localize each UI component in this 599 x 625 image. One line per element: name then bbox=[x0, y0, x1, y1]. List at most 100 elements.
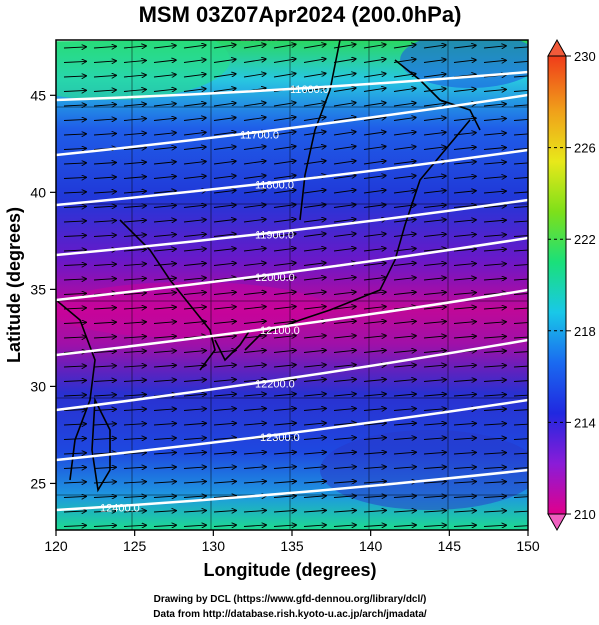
wind-arrow bbox=[423, 176, 446, 179]
colorbar-tick-label: 210 bbox=[574, 507, 596, 522]
y-tick-label: 45 bbox=[30, 87, 46, 103]
wind-arrow bbox=[153, 118, 176, 120]
wind-arrow bbox=[63, 105, 86, 106]
wind-arrow bbox=[303, 510, 326, 512]
colorbar-tick-label: 218 bbox=[574, 324, 596, 339]
wind-arrow bbox=[393, 234, 416, 237]
wind-arrow bbox=[453, 307, 476, 309]
wind-arrow bbox=[243, 205, 266, 208]
wind-arrow bbox=[183, 205, 206, 207]
wind-arrow bbox=[363, 408, 386, 410]
credit-drawing: Drawing by DCL (https://www.gfd-dennou.o… bbox=[154, 594, 427, 605]
wind-arrow bbox=[123, 220, 146, 222]
wind-arrow bbox=[183, 307, 206, 309]
wind-arrow bbox=[363, 263, 386, 266]
wind-arrow bbox=[303, 117, 326, 121]
wind-arrow bbox=[243, 74, 266, 78]
wind-arrow bbox=[63, 308, 86, 309]
wind-arrow bbox=[243, 307, 266, 309]
wind-arrow bbox=[93, 75, 116, 77]
wind-arrow bbox=[153, 365, 176, 367]
wind-arrow bbox=[243, 452, 266, 454]
wind-arrow bbox=[63, 511, 86, 512]
wind-arrow bbox=[63, 134, 86, 135]
wind-arrow bbox=[123, 235, 146, 237]
wind-arrow bbox=[363, 146, 386, 150]
wind-arrow bbox=[363, 74, 386, 78]
wind-arrow bbox=[453, 278, 476, 280]
wind-arrow bbox=[363, 59, 386, 63]
wind-arrow bbox=[273, 103, 296, 107]
wind-arrow bbox=[393, 438, 416, 440]
wind-arrow bbox=[243, 146, 266, 150]
x-tick-label: 125 bbox=[123, 538, 147, 554]
wind-arrow bbox=[363, 336, 386, 338]
wind-arrow bbox=[303, 44, 326, 49]
wind-arrow bbox=[423, 278, 446, 280]
wind-arrow bbox=[153, 307, 176, 309]
wind-arrow bbox=[273, 496, 296, 498]
contour-line bbox=[56, 148, 528, 207]
wind-arrow bbox=[513, 249, 528, 252]
wind-arrow bbox=[213, 219, 236, 222]
wind-arrow bbox=[183, 60, 206, 63]
wind-arrow bbox=[303, 73, 326, 78]
wind-arrow bbox=[183, 74, 206, 78]
wind-arrow bbox=[363, 292, 386, 295]
wind-arrow bbox=[123, 60, 146, 62]
x-tick-label: 120 bbox=[44, 538, 68, 554]
wind-arrow bbox=[243, 394, 266, 396]
wind-arrow bbox=[123, 104, 146, 106]
wind-arrow bbox=[93, 177, 116, 178]
wind-arrow bbox=[273, 190, 296, 194]
wind-arrow bbox=[273, 452, 296, 454]
wind-arrow bbox=[183, 467, 206, 469]
colorbar: 230 226 222 218 214 210 bbox=[547, 38, 596, 532]
colorbar-tick-label: 222 bbox=[574, 232, 596, 247]
wind-arrow bbox=[153, 438, 176, 440]
wind-arrow bbox=[243, 423, 266, 425]
wind-arrow bbox=[423, 147, 446, 150]
wind-arrow bbox=[213, 248, 236, 251]
wind-arrow bbox=[123, 395, 146, 396]
wind-arrow bbox=[153, 336, 176, 338]
wind-arrow bbox=[273, 277, 296, 280]
wind-arrow bbox=[93, 90, 116, 92]
wind-arrow bbox=[483, 336, 506, 338]
wind-arrow bbox=[513, 162, 528, 165]
wind-arrow bbox=[153, 162, 176, 164]
wind-arrow bbox=[213, 438, 236, 440]
wind-arrow bbox=[453, 147, 476, 149]
contour-line bbox=[56, 398, 528, 462]
wind-arrow bbox=[333, 161, 356, 165]
wind-arrow bbox=[513, 119, 528, 121]
wind-arrow bbox=[333, 277, 356, 280]
wind-arrow bbox=[333, 379, 356, 381]
wind-arrow bbox=[123, 75, 146, 77]
wind-arrow bbox=[483, 424, 506, 425]
wind-arrow bbox=[483, 264, 506, 266]
wind-arrow bbox=[273, 205, 296, 208]
wind-arrow bbox=[183, 118, 206, 121]
wind-arrow bbox=[63, 380, 86, 381]
wind-arrow bbox=[483, 89, 506, 91]
x-tick-label: 150 bbox=[516, 538, 540, 554]
wind-vectors bbox=[63, 44, 528, 526]
wind-arrow bbox=[63, 250, 86, 251]
contour-label: 12200.0 bbox=[255, 378, 295, 390]
wind-arrow bbox=[453, 293, 476, 295]
wind-arrow bbox=[183, 452, 206, 454]
wind-arrow bbox=[303, 336, 326, 338]
wind-arrow bbox=[303, 394, 326, 396]
contour-label: 11600.0 bbox=[240, 32, 279, 44]
wind-arrow bbox=[273, 321, 296, 323]
coastline-china bbox=[56, 299, 96, 481]
wind-arrow bbox=[63, 322, 86, 323]
wind-arrow bbox=[393, 103, 416, 107]
wind-arrow bbox=[93, 192, 116, 193]
wind-arrow bbox=[303, 263, 326, 266]
wind-arrow bbox=[393, 263, 416, 265]
wind-arrow bbox=[423, 118, 446, 121]
wind-arrow bbox=[183, 89, 206, 92]
wind-arrow bbox=[243, 365, 266, 367]
